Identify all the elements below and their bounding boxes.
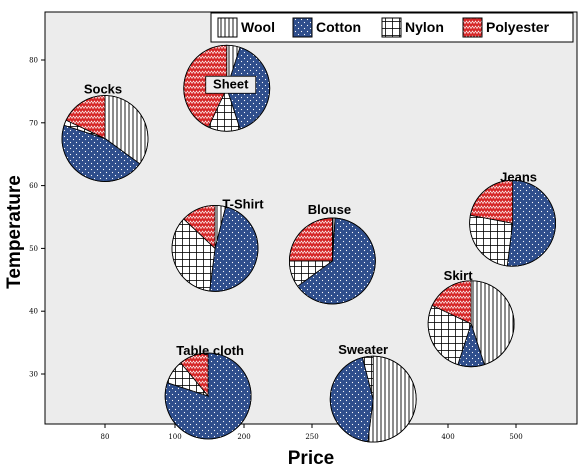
x-axis-title: Price <box>288 448 334 469</box>
x-tick-label: 200 <box>237 433 250 441</box>
x-tick-label: 400 <box>441 433 454 441</box>
pie-label: Skirt <box>444 268 474 283</box>
y-tick-label: 50 <box>29 245 38 253</box>
x-tick-label: 500 <box>509 433 522 441</box>
pie-label: Socks <box>84 82 122 97</box>
pie-outline <box>171 204 259 292</box>
y-axis-title: Temperature <box>4 175 25 289</box>
legend: Wool Cotton Nylon Polyester <box>210 12 574 43</box>
pie-outline <box>329 355 417 443</box>
legend-label-polyester: Polyester <box>486 19 550 35</box>
y-axis-ticks: 30 40 50 60 70 80 <box>29 57 45 379</box>
legend-swatch-polyester <box>462 17 483 38</box>
y-tick-label: 70 <box>29 119 38 127</box>
y-tick-label: 60 <box>29 182 38 190</box>
y-tick-label: 40 <box>29 308 38 316</box>
pie-jeans <box>469 179 556 267</box>
pie-sweater <box>329 355 417 443</box>
pie-skirt <box>427 280 515 368</box>
x-axis-ticks: 80100200250300400500 <box>101 424 523 441</box>
pie-outline <box>183 44 271 132</box>
pie-table-cloth <box>164 352 252 440</box>
legend-swatch-wool <box>217 17 238 38</box>
pie-markers: Sheet Socks Jeans T-Shirt Blouse Skirt Table c… <box>61 44 556 443</box>
pie-outline <box>164 352 252 440</box>
legend-label-wool: Wool <box>241 19 275 35</box>
pie-outline <box>61 95 149 182</box>
legend-label-nylon: Nylon <box>405 19 444 35</box>
pie-socks <box>61 95 149 182</box>
x-tick-label: 80 <box>101 433 110 441</box>
pie-label: Sweater <box>338 342 388 357</box>
legend-swatch-cotton <box>292 17 313 38</box>
pie-blouse <box>288 217 376 305</box>
pie-label: T-Shirt <box>222 196 264 211</box>
pie-outline <box>427 280 515 368</box>
pie-outline <box>288 217 376 305</box>
y-tick-label: 80 <box>29 57 38 65</box>
pie-label: Jeans <box>500 169 537 184</box>
legend-swatch-nylon <box>381 17 402 38</box>
pie-outline <box>469 179 556 267</box>
legend-label-cotton: Cotton <box>316 19 361 35</box>
y-tick-label: 30 <box>29 371 38 379</box>
pie-label: Sheet <box>213 76 249 91</box>
x-tick-label: 250 <box>305 433 318 441</box>
pie-t-shirt <box>171 204 259 292</box>
pie-label: Table cloth <box>176 343 244 358</box>
pie-label-box <box>205 75 257 94</box>
x-tick-label: 100 <box>168 433 181 441</box>
pie-label: Blouse <box>308 202 351 217</box>
